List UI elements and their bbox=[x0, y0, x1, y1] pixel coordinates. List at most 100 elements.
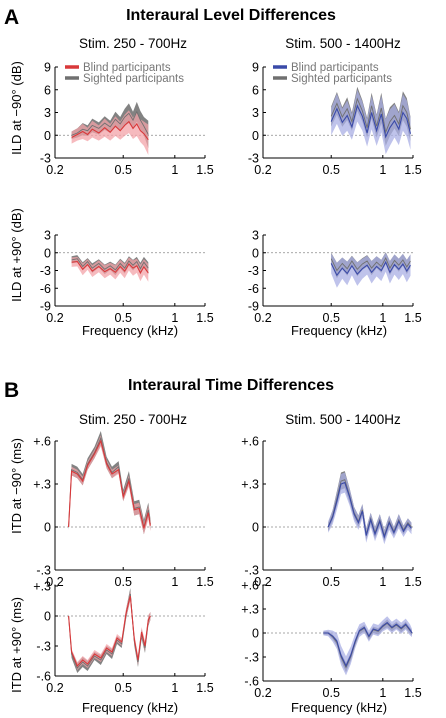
x-tick-label: 0.5 bbox=[323, 311, 340, 325]
x-tick-label: 1 bbox=[379, 686, 386, 700]
x-tick-label: 1 bbox=[171, 681, 178, 695]
series-band-blind bbox=[68, 591, 151, 670]
y-tick-label: 0 bbox=[252, 627, 259, 641]
panel-b-col1-title: Stim. 250 - 700Hz bbox=[79, 412, 187, 427]
series-line-blind bbox=[71, 261, 149, 275]
x-tick-label: 0.2 bbox=[254, 163, 271, 177]
x-tick-label: 1 bbox=[171, 163, 178, 177]
x-tick-label: 0.2 bbox=[254, 311, 271, 325]
x-tick-label: 1 bbox=[379, 311, 386, 325]
y-tick-label: -.3 bbox=[244, 564, 259, 578]
y-tick-label: 0 bbox=[252, 129, 259, 143]
panel-b-title: Interaural Time Differences bbox=[128, 377, 334, 394]
itd-right-xlabel: Frequency (kHz) bbox=[291, 700, 387, 715]
x-tick-label: 1.5 bbox=[404, 163, 421, 177]
x-tick-label: 0.2 bbox=[46, 681, 63, 695]
legend-label: Blind participants bbox=[291, 62, 379, 74]
x-tick-label: 1 bbox=[379, 163, 386, 177]
series-line-blind bbox=[68, 439, 151, 529]
y-tick-label: 6 bbox=[44, 83, 51, 97]
y-tick-label: 3 bbox=[252, 229, 259, 243]
panel-a-col2-title: Stim. 500 - 1400Hz bbox=[285, 36, 401, 51]
y-tick-label: -6 bbox=[40, 282, 51, 296]
y-tick-label: 0 bbox=[44, 610, 51, 624]
y-tick-label: -.3 bbox=[244, 651, 259, 665]
y-tick-label: 3 bbox=[252, 106, 259, 120]
legend-label: Blind participants bbox=[83, 62, 171, 74]
series-band-blind bbox=[331, 89, 411, 155]
itd-left-xlabel: Frequency (kHz) bbox=[82, 700, 178, 715]
y-tick-label: +.6 bbox=[241, 579, 259, 593]
x-tick-label: 1 bbox=[171, 575, 178, 589]
itd-left-top-plot: -.3 0 +.3 +.6 0.2 0.5 1 1.5 bbox=[33, 431, 214, 589]
y-tick-label: +.3 bbox=[241, 478, 259, 492]
panel-a-letter: A bbox=[4, 6, 19, 29]
x-tick-label: 0.2 bbox=[254, 575, 271, 589]
x-tick-label: 0.5 bbox=[115, 681, 132, 695]
x-tick-label: 1.5 bbox=[196, 681, 213, 695]
series-line-blind bbox=[330, 104, 412, 139]
y-tick-label: -.3 bbox=[36, 564, 51, 578]
ild-top-ylabel: ILD at −90° (dB) bbox=[9, 61, 24, 155]
y-tick-label: 3 bbox=[44, 106, 51, 120]
ild-right-bottom-plot: -9 -6 -3 0 3 0.2 0.5 1 1.5 bbox=[248, 229, 422, 326]
series-line-blind bbox=[68, 595, 151, 668]
y-tick-label: 6 bbox=[252, 83, 259, 97]
x-tick-label: 0.5 bbox=[115, 311, 132, 325]
series-line-sighted bbox=[71, 110, 149, 136]
x-tick-label: 0.5 bbox=[115, 575, 132, 589]
y-tick-label: 9 bbox=[44, 61, 51, 75]
x-tick-label: 0.5 bbox=[323, 575, 340, 589]
itd-top-ylabel: ITD at −90° (ms) bbox=[9, 438, 24, 534]
x-tick-label: 0.2 bbox=[46, 311, 63, 325]
y-tick-label: -3 bbox=[40, 152, 51, 166]
y-tick-label: 3 bbox=[44, 229, 51, 243]
y-tick-label: 0 bbox=[252, 246, 259, 260]
y-tick-label: +.6 bbox=[241, 435, 259, 449]
x-tick-label: 1.5 bbox=[196, 163, 213, 177]
series-line-blind bbox=[327, 481, 412, 539]
panel-a-title: Interaural Level Differences bbox=[126, 7, 336, 24]
x-tick-label: 0.5 bbox=[115, 163, 132, 177]
y-tick-label: -6 bbox=[248, 282, 259, 296]
y-tick-label: -.6 bbox=[36, 670, 51, 684]
x-tick-label: 1.5 bbox=[404, 686, 421, 700]
series-line-sighted bbox=[330, 97, 411, 134]
series-line-blind bbox=[330, 260, 411, 277]
y-tick-label: +.6 bbox=[33, 435, 51, 449]
y-tick-label: 0 bbox=[44, 521, 51, 535]
x-tick-label: 1.5 bbox=[196, 311, 213, 325]
x-tick-label: 1.5 bbox=[404, 575, 421, 589]
y-tick-label: +.3 bbox=[33, 580, 51, 594]
itd-bottom-ylabel: ITD at +90° (ms) bbox=[9, 597, 24, 693]
itd-left-bottom-plot: -.6 -.3 0 +.3 0.2 0.5 1 1.5 bbox=[33, 580, 213, 696]
y-tick-label: -.6 bbox=[244, 675, 259, 689]
y-tick-label: 0 bbox=[44, 129, 51, 143]
y-tick-label: +.3 bbox=[33, 478, 51, 492]
y-tick-label: -3 bbox=[248, 264, 259, 278]
ild-bottom-ylabel: ILD at +90° (dB) bbox=[9, 208, 24, 302]
panel-b-col2-title: Stim. 500 - 1400Hz bbox=[285, 412, 401, 427]
itd-right-bottom-plot: -.6 -.3 0 +.3 +.6 0.2 0.5 1 1.5 bbox=[241, 579, 421, 701]
ild-left-top-plot: -3 0 3 6 9 0.2 0.5 1 1.5 Blind participantsSighte… bbox=[40, 61, 214, 178]
series-band-blind bbox=[68, 435, 151, 535]
y-tick-label: -.3 bbox=[36, 640, 51, 654]
legend-label: Sighted participants bbox=[291, 73, 392, 85]
itd-right-top-plot: -.30+.3+.60.2 0.5 1 1.5 bbox=[241, 435, 421, 590]
panel-a-col1-title: Stim. 250 - 700Hz bbox=[79, 36, 187, 51]
panel-b-letter: B bbox=[4, 379, 19, 402]
x-tick-label: 1.5 bbox=[404, 311, 421, 325]
y-tick-label: 0 bbox=[44, 246, 51, 260]
legend-label: Sighted participants bbox=[83, 73, 184, 85]
y-tick-label: 0 bbox=[252, 521, 259, 535]
y-tick-label: -9 bbox=[248, 300, 259, 314]
ild-right-top-plot: -3 0 3 6 9 0.2 0.5 1 1.5 Blind participantsSighte… bbox=[248, 61, 422, 178]
series-line-sighted bbox=[71, 258, 149, 271]
x-tick-label: 1 bbox=[379, 575, 386, 589]
y-tick-label: -3 bbox=[248, 152, 259, 166]
ild-left-bottom-plot: -9 -6 -3 0 3 0.2 0.5 1 1.5 bbox=[40, 229, 214, 326]
x-tick-label: 0.2 bbox=[46, 575, 63, 589]
series-line-sighted bbox=[330, 257, 411, 272]
series-band-blind bbox=[323, 616, 412, 676]
